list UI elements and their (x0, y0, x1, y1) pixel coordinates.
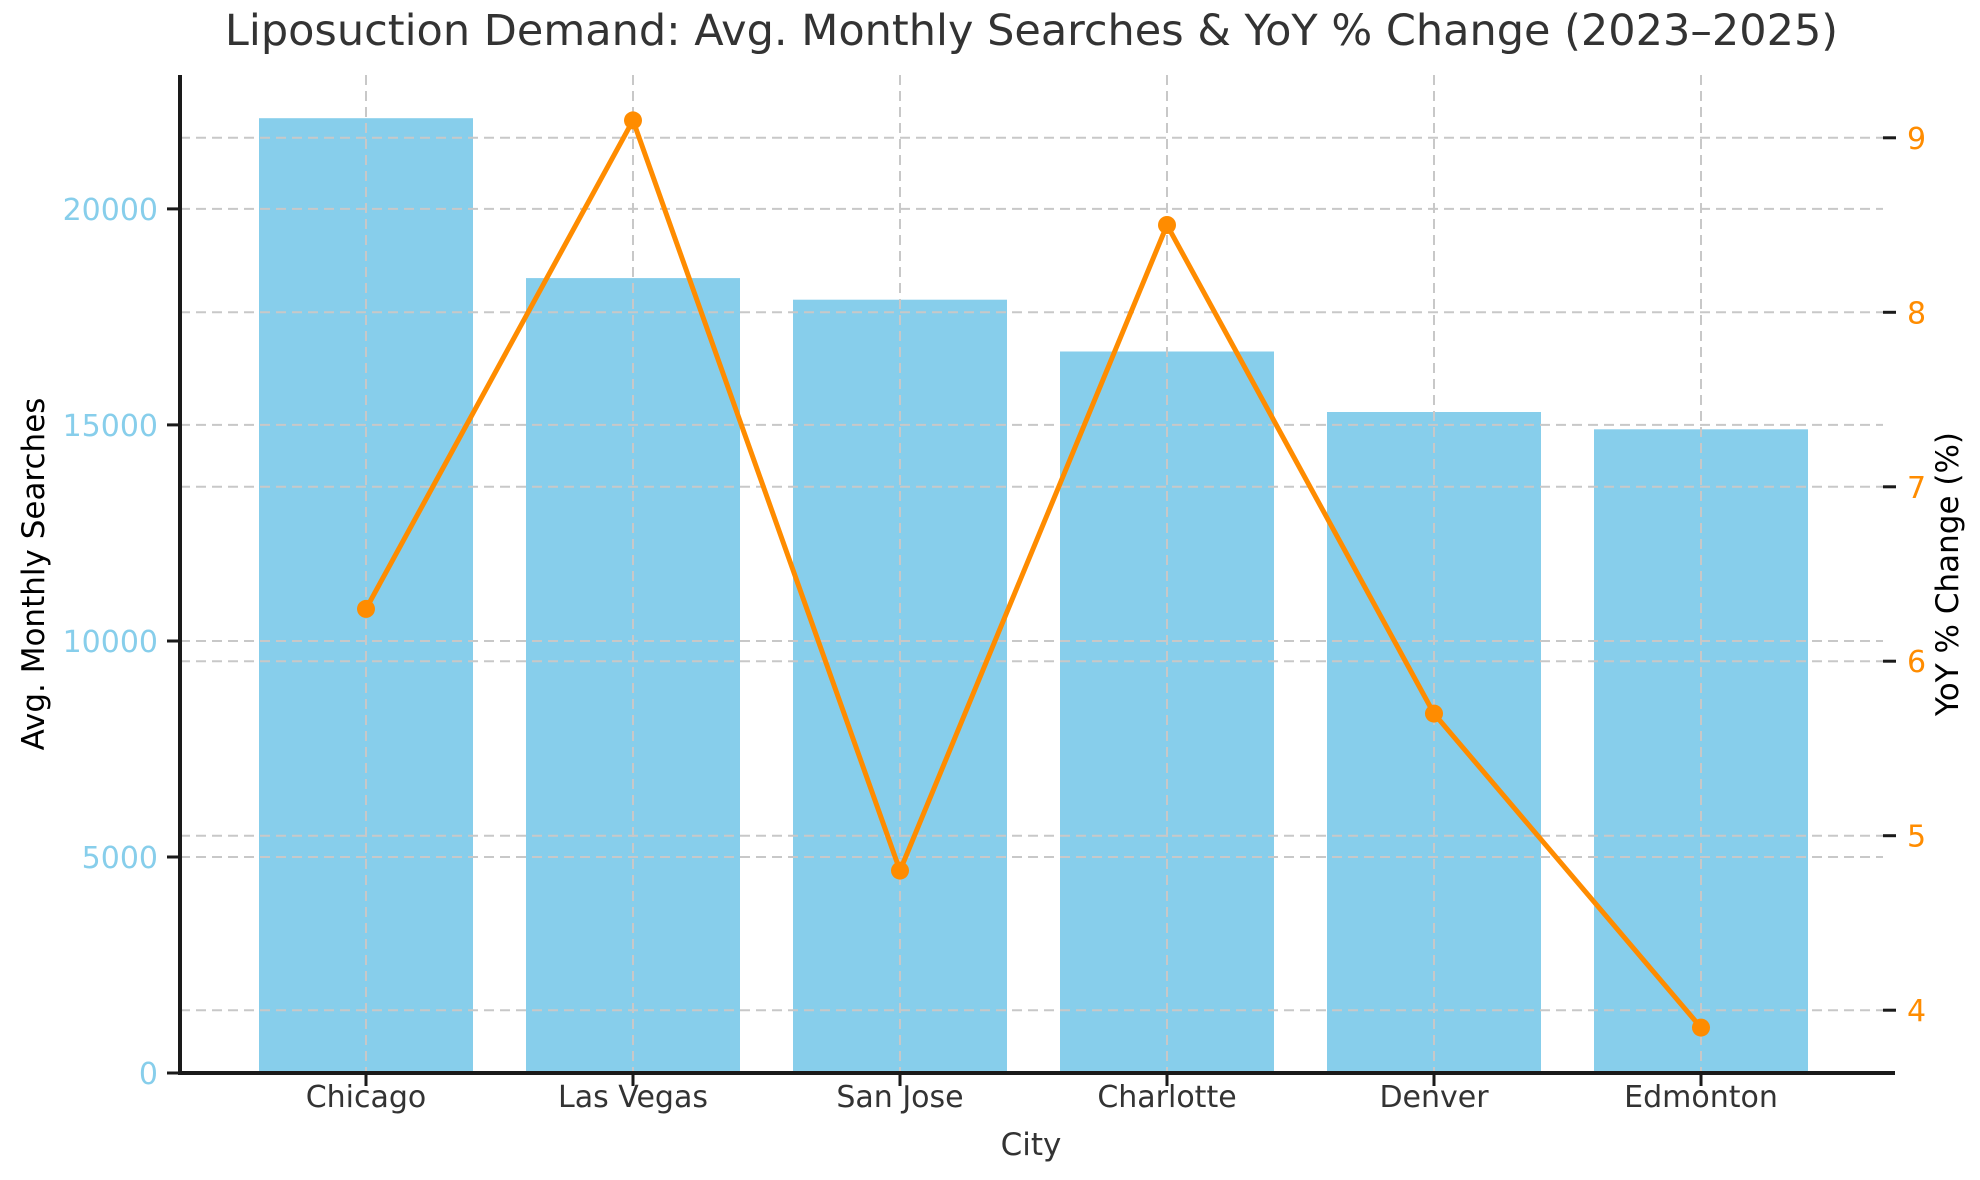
marker-charlotte (1158, 216, 1176, 234)
grid-layer (180, 75, 1883, 1073)
axes-layer: 0 5000 10000 15000 20000 4 5 6 7 8 9 Chicago Las Veg… (63, 75, 1926, 1115)
tick-label-san-jose: San Jose (836, 1080, 963, 1115)
right-axis-label: YoY % Change (%) (1930, 432, 1966, 717)
marker-chicago (357, 599, 375, 618)
tick-label-left-5000: 5000 (82, 841, 158, 876)
x-axis-label: City (1001, 1127, 1062, 1163)
bars-layer (259, 118, 1808, 1074)
marker-las-vegas (624, 111, 642, 130)
marker-edmonton (1692, 1018, 1710, 1037)
tick-label-denver: Denver (1379, 1080, 1489, 1115)
tick-label-right-9: 9 (1907, 122, 1926, 157)
line-layer (357, 111, 1710, 1037)
tick-label-right-8: 8 (1907, 296, 1926, 331)
tick-label-right-6: 6 (1907, 645, 1926, 680)
chart-title: Liposuction Demand: Avg. Monthly Searche… (224, 6, 1839, 56)
tick-label-right-7: 7 (1907, 471, 1926, 506)
tick-label-edmonton: Edmonton (1624, 1080, 1778, 1115)
tick-label-left-20000: 20000 (63, 193, 158, 228)
left-axis-label: Avg. Monthly Searches (16, 398, 52, 751)
yoy-change-line (363, 114, 1703, 1030)
marker-denver (1425, 704, 1443, 723)
tick-label-left-15000: 15000 (63, 409, 158, 444)
tick-label-chicago: Chicago (306, 1080, 427, 1115)
tick-label-left-0: 0 (139, 1057, 158, 1092)
tick-label-las-vegas: Las Vegas (558, 1080, 708, 1115)
tick-label-left-10000: 10000 (63, 625, 158, 660)
tick-label-charlotte: Charlotte (1097, 1080, 1236, 1115)
tick-label-right-5: 5 (1907, 820, 1926, 855)
marker-san-jose (891, 861, 909, 880)
tick-label-right-4: 4 (1907, 994, 1926, 1029)
bar-charlotte (1060, 351, 1274, 1073)
